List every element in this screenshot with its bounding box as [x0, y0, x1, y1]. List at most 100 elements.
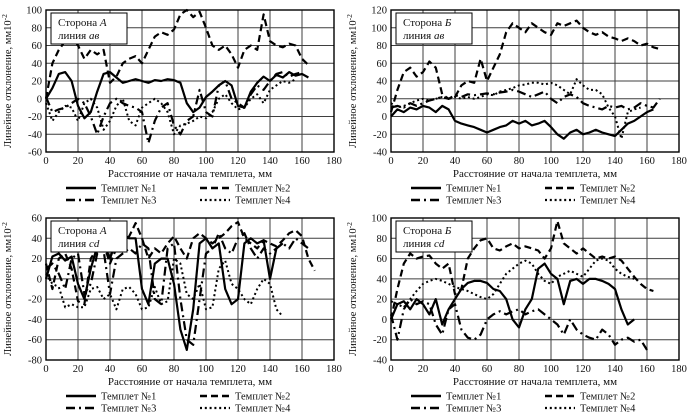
legend: Темплет №1 Темплет №2 Темплет №3 Темплет №4 — [66, 184, 291, 207]
y-tick-labels: 120 100 80 60 40 20 0 -20 -40 — [371, 6, 387, 159]
plot-border — [45, 9, 335, 153]
y-tick-label: 40 — [32, 234, 43, 245]
x-tick-label: 60 — [482, 156, 493, 167]
y-tick-label: -20 — [28, 112, 42, 123]
series-line-1 — [44, 235, 284, 351]
x-tick-label: 80 — [169, 364, 180, 375]
y-tick-label: -40 — [373, 356, 387, 367]
legend-item-2: Темплет №2 — [200, 184, 290, 195]
title-line: линия ав — [403, 30, 444, 42]
y-tick-label: 100 — [371, 214, 387, 225]
x-tick-label: 0 — [43, 156, 48, 167]
legend: Темплет №1 Темплет №2 Темплет №3 Темплет №4 — [411, 184, 636, 207]
chart-panel-side-a-line-cd: 60 40 20 0 -20 -40 -60 -80 0 20 40 60 80 100 120 140 160… — [0, 208, 345, 416]
y-tick-label: 80 — [377, 41, 388, 52]
legend-item-1: Темплет №1 — [411, 392, 501, 403]
x-tick-label: 40 — [450, 364, 461, 375]
x-tick-label: 80 — [514, 364, 525, 375]
series-line-1 — [45, 71, 309, 120]
y-tick-label: 40 — [32, 59, 43, 70]
series-line-2 — [44, 221, 316, 306]
legend-label: Темплет №1 — [446, 392, 501, 403]
y-tick-label: -20 — [28, 295, 42, 306]
y-tick-label: -80 — [28, 356, 42, 367]
x-tick-label: 160 — [639, 156, 655, 167]
x-tick-label: 100 — [198, 156, 214, 167]
legend-item-1: Темплет №1 — [66, 392, 156, 403]
chart-panel-side-a-line-av: 100 80 60 40 20 0 -20 -40 -60 0 20 40 60 80 100 120 140 1… — [0, 0, 345, 208]
legend-label: Темплет №3 — [101, 196, 156, 207]
legend-label: Темплет №1 — [101, 184, 156, 195]
legend-item-3: Темплет №3 — [66, 196, 156, 207]
x-tick-label: 20 — [418, 156, 429, 167]
y-tick-label: 60 — [32, 41, 43, 52]
legend-label: Темплет №2 — [580, 392, 635, 403]
title-side: Сторона Б — [403, 17, 452, 29]
series-line-2 — [389, 19, 661, 113]
legend-item-4: Темплет №4 — [545, 404, 636, 415]
series-line-2 — [389, 219, 654, 320]
series-line-3 — [44, 71, 303, 145]
y-tick-label: -40 — [373, 148, 387, 159]
title-side: Сторона А — [58, 17, 107, 29]
legend-label: Темплет №1 — [446, 184, 501, 195]
legend-item-2: Темплет №2 — [545, 392, 635, 403]
y-axis-label: Линейное отклонение, мм10-2 — [0, 14, 14, 148]
plot-border — [390, 217, 680, 361]
legend-label: Темплет №4 — [235, 196, 291, 207]
x-tick-label: 40 — [105, 156, 116, 167]
y-axis-label: Линейное отклонение, мм10-2 — [0, 222, 14, 356]
series-line-4 — [45, 78, 297, 136]
title-side: Сторона Б — [403, 225, 452, 237]
legend-label: Темплет №3 — [446, 404, 501, 415]
x-tick-label: 80 — [169, 156, 180, 167]
series-line-1 — [389, 262, 635, 329]
series-line-3 — [389, 298, 648, 351]
title-box-border — [395, 12, 473, 45]
x-tick-label: 100 — [198, 364, 214, 375]
plot-border — [390, 9, 680, 153]
x-tick-labels: 0 20 40 60 80 100 120 140 160 180 — [43, 364, 342, 375]
legend-label: Темплет №2 — [235, 184, 290, 195]
legend-item-4: Темплет №4 — [545, 196, 636, 207]
legend: Темплет №1 Темплет №2 Темплет №3 Темплет №4 — [411, 392, 636, 415]
legend-item-1: Темплет №1 — [66, 184, 156, 195]
legend-label: Темплет №3 — [446, 196, 501, 207]
x-tick-labels: 0 20 40 60 80 100 120 140 160 180 — [43, 156, 342, 167]
x-tick-label: 0 — [43, 364, 48, 375]
y-tick-label: -60 — [28, 335, 42, 346]
title-side: Сторона А — [58, 225, 107, 237]
series-line-4 — [45, 257, 284, 318]
y-tick-label: 60 — [32, 214, 43, 225]
x-tick-label: 80 — [514, 156, 525, 167]
y-tick-labels: 100 80 60 40 20 0 -20 -40 -60 — [26, 6, 42, 159]
chart-panel-side-b-line-av: 120 100 80 60 40 20 0 -20 -40 0 20 40 60 80 100 120 140 1… — [345, 0, 689, 208]
x-tick-label: 100 — [543, 364, 559, 375]
x-tick-label: 160 — [294, 364, 310, 375]
y-tick-label: 40 — [377, 77, 388, 88]
series-line-3 — [390, 88, 661, 111]
title-box-border — [50, 12, 128, 45]
legend-label: Темплет №3 — [101, 404, 156, 415]
legend-item-3: Темплет №3 — [411, 196, 501, 207]
x-tick-label: 60 — [482, 364, 493, 375]
x-tick-label: 20 — [73, 364, 84, 375]
x-tick-label: 120 — [230, 156, 246, 167]
y-tick-label: 0 — [37, 94, 42, 105]
x-tick-label: 180 — [326, 156, 342, 167]
legend: Темплет №1 Темплет №2 Темплет №3 Темплет №4 — [66, 392, 291, 415]
x-axis-label: Расстояние от начала темплета, мм — [108, 376, 272, 388]
y-tick-label: 100 — [26, 6, 42, 17]
y-tick-label: 20 — [32, 77, 43, 88]
y-tick-label: 20 — [377, 295, 388, 306]
series-line-4 — [390, 257, 635, 309]
x-tick-label: 120 — [575, 364, 591, 375]
title-box-border — [50, 220, 128, 253]
